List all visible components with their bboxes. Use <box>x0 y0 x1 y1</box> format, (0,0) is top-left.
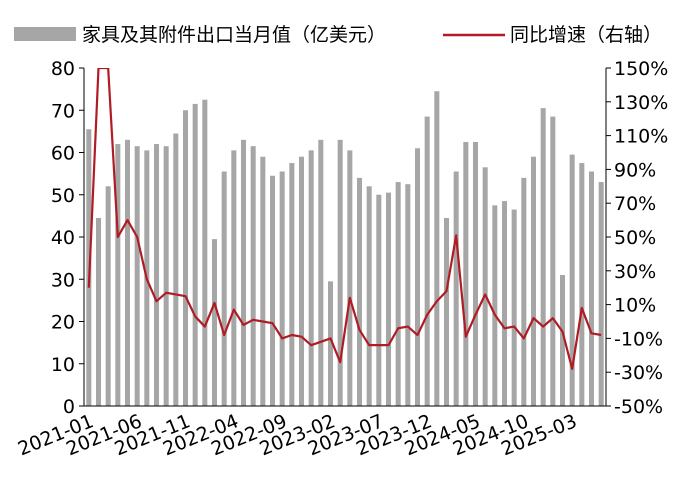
left-tick-label: 30 <box>51 269 75 291</box>
right-tick-label: -10% <box>614 328 663 350</box>
bar-2021-12 <box>192 103 198 406</box>
legend-line-label: 同比增速（右轴） <box>510 24 662 46</box>
bar-2022-10 <box>289 163 295 406</box>
bar-2023-07 <box>376 194 382 406</box>
bar-2025-02 <box>559 275 566 406</box>
bar-2022-05 <box>240 139 247 406</box>
bar-2021-11 <box>182 110 189 406</box>
bar-2023-04 <box>347 150 353 406</box>
left-tick-label: 60 <box>51 143 75 165</box>
bar-2021-06 <box>134 146 140 406</box>
bar-2023-12 <box>424 116 430 407</box>
growth-line <box>87 68 602 370</box>
bar-2023-03 <box>337 139 343 406</box>
bar-2022-08 <box>269 175 276 406</box>
bar-series <box>86 91 604 407</box>
left-tick-label: 20 <box>51 312 75 334</box>
left-tick-label: 80 <box>51 58 75 80</box>
right-tick-label: -30% <box>614 362 663 384</box>
bar-2021-10 <box>173 133 179 407</box>
bar-2022-06 <box>250 146 256 406</box>
left-tick-label: 40 <box>51 227 75 249</box>
bar-2025-06 <box>598 182 604 406</box>
bar-2024-05 <box>472 141 479 406</box>
right-tick-label: 150% <box>614 58 668 80</box>
left-tick-label: 70 <box>51 100 75 122</box>
bar-2023-08 <box>385 192 392 406</box>
bar-2021-05 <box>124 139 131 406</box>
bar-2024-04 <box>463 141 469 406</box>
line-series <box>87 68 602 370</box>
legend-bar-swatch <box>14 27 76 41</box>
bar-2021-09 <box>163 146 169 406</box>
right-tick-label: 110% <box>614 126 668 148</box>
bar-2022-12 <box>308 150 314 406</box>
bar-2021-02 <box>95 217 102 406</box>
left-tick-label: 0 <box>63 396 75 418</box>
bar-2024-01 <box>434 91 440 407</box>
bar-2022-09 <box>279 171 285 406</box>
bar-2022-11 <box>298 156 305 406</box>
axes <box>83 68 607 407</box>
left-axis-ticks: 0 10 20 30 40 50 60 70 80 <box>51 58 84 418</box>
bar-2024-12 <box>540 108 546 406</box>
right-tick-label: -50% <box>614 396 663 418</box>
right-tick-label: 50% <box>614 227 656 249</box>
bar-2021-03 <box>105 186 111 406</box>
right-tick-label: 90% <box>614 159 656 181</box>
legend-bar-label: 家具及其附件出口当月值（亿美元） <box>82 24 386 46</box>
bar-2023-11 <box>414 148 421 406</box>
bar-2022-07 <box>260 156 266 406</box>
bar-2024-07 <box>492 205 498 406</box>
right-axis-ticks: -50% -30% -10% 10% 30% 50% 70% 90% 110% 130% 150% <box>606 58 668 418</box>
bar-2021-08 <box>153 144 160 407</box>
bar-2022-04 <box>231 150 237 406</box>
bar-2022-01 <box>202 99 208 406</box>
bar-2025-03 <box>569 154 575 406</box>
right-tick-label: 30% <box>614 261 656 283</box>
bar-2023-09 <box>395 182 401 406</box>
bar-2024-02 <box>443 217 450 406</box>
bar-2022-02 <box>211 239 218 406</box>
bar-2023-02 <box>327 281 334 406</box>
bar-2023-01 <box>318 139 324 406</box>
bar-2024-11 <box>530 156 537 406</box>
left-tick-label: 10 <box>51 354 75 376</box>
bar-2021-04 <box>115 144 121 407</box>
right-tick-label: 70% <box>614 193 656 215</box>
bar-2025-04 <box>579 163 585 406</box>
bar-2024-03 <box>453 171 459 406</box>
bar-2023-06 <box>366 186 372 406</box>
bar-2025-01 <box>550 116 556 407</box>
bar-2022-03 <box>221 171 227 406</box>
right-tick-label: 130% <box>614 92 668 114</box>
right-tick-label: 10% <box>614 295 656 317</box>
left-tick-label: 50 <box>51 185 75 207</box>
bar-2025-05 <box>588 171 595 406</box>
bar-2024-10 <box>521 177 527 406</box>
bar-2024-08 <box>501 201 508 406</box>
legend: 家具及其附件出口当月值（亿美元） 同比增速（右轴） <box>14 24 662 46</box>
x-axis-ticks: 2021-012021-062021-112022-042022-092023-… <box>15 410 580 460</box>
bar-2023-10 <box>405 184 411 406</box>
bar-2024-09 <box>511 209 517 406</box>
bar-2024-06 <box>482 167 488 406</box>
bar-2023-05 <box>356 177 363 406</box>
